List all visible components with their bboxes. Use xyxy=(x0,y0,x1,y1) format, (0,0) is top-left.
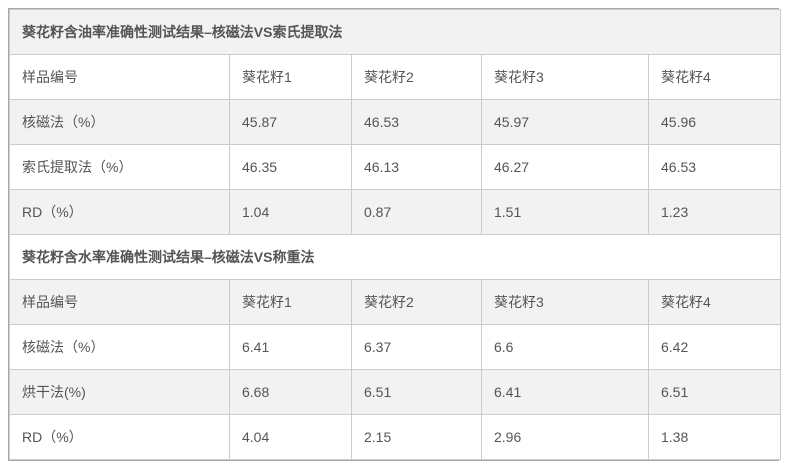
table-cell: 45.87 xyxy=(229,99,352,145)
row-label-oven-drying: 烘干法(%) xyxy=(9,369,230,415)
table-cell: 46.13 xyxy=(351,144,482,190)
table-cell: 2.96 xyxy=(481,414,649,460)
row-label-nmr: 核磁法（%） xyxy=(9,99,230,145)
table-row: 核磁法（%） 45.87 46.53 45.97 45.96 xyxy=(9,99,781,145)
row-label-rd: RD（%） xyxy=(9,189,230,235)
table-row: 葵花籽含油率准确性测试结果–核磁法VS索氏提取法 xyxy=(9,9,781,55)
results-table-frame: 葵花籽含油率准确性测试结果–核磁法VS索氏提取法 样品编号 葵花籽1 葵花籽2 … xyxy=(8,8,781,461)
table-cell: 6.68 xyxy=(229,369,352,415)
row-label-rd: RD（%） xyxy=(9,414,230,460)
table-cell: 6.41 xyxy=(229,324,352,370)
table-row: 葵花籽含水率准确性测试结果–核磁法VS称重法 xyxy=(9,234,781,280)
table-cell: 6.51 xyxy=(351,369,482,415)
table-cell: 6.51 xyxy=(648,369,781,415)
column-header-sample-id: 样品编号 xyxy=(9,279,230,325)
column-header-sample-id: 样品编号 xyxy=(9,54,230,100)
table-row: RD（%） 1.04 0.87 1.51 1.23 xyxy=(9,189,781,235)
table-cell: 6.42 xyxy=(648,324,781,370)
table-cell: 46.53 xyxy=(648,144,781,190)
column-header-sample-2: 葵花籽2 xyxy=(351,54,482,100)
table-cell: 6.37 xyxy=(351,324,482,370)
column-header-sample-3: 葵花籽3 xyxy=(481,279,649,325)
row-label-nmr: 核磁法（%） xyxy=(9,324,230,370)
table-cell: 1.23 xyxy=(648,189,781,235)
table-row: 样品编号 葵花籽1 葵花籽2 葵花籽3 葵花籽4 xyxy=(9,54,781,100)
column-header-sample-4: 葵花籽4 xyxy=(648,54,781,100)
table-cell: 6.41 xyxy=(481,369,649,415)
column-header-sample-1: 葵花籽1 xyxy=(229,54,352,100)
results-table: 葵花籽含油率准确性测试结果–核磁法VS索氏提取法 样品编号 葵花籽1 葵花籽2 … xyxy=(9,9,781,460)
table-row: 核磁法（%） 6.41 6.37 6.6 6.42 xyxy=(9,324,781,370)
table-cell: 46.53 xyxy=(351,99,482,145)
column-header-sample-1: 葵花籽1 xyxy=(229,279,352,325)
table-cell: 2.15 xyxy=(351,414,482,460)
oil-table-title: 葵花籽含油率准确性测试结果–核磁法VS索氏提取法 xyxy=(9,9,781,55)
table-cell: 1.04 xyxy=(229,189,352,235)
column-header-sample-2: 葵花籽2 xyxy=(351,279,482,325)
table-row: 样品编号 葵花籽1 葵花籽2 葵花籽3 葵花籽4 xyxy=(9,279,781,325)
table-cell: 45.96 xyxy=(648,99,781,145)
table-cell: 1.38 xyxy=(648,414,781,460)
table-cell: 46.27 xyxy=(481,144,649,190)
column-header-sample-4: 葵花籽4 xyxy=(648,279,781,325)
row-label-soxhlet: 索氏提取法（%） xyxy=(9,144,230,190)
water-table-title: 葵花籽含水率准确性测试结果–核磁法VS称重法 xyxy=(9,234,781,280)
table-row: 索氏提取法（%） 46.35 46.13 46.27 46.53 xyxy=(9,144,781,190)
table-cell: 4.04 xyxy=(229,414,352,460)
column-header-sample-3: 葵花籽3 xyxy=(481,54,649,100)
table-cell: 0.87 xyxy=(351,189,482,235)
table-cell: 46.35 xyxy=(229,144,352,190)
table-cell: 1.51 xyxy=(481,189,649,235)
table-cell: 45.97 xyxy=(481,99,649,145)
table-cell: 6.6 xyxy=(481,324,649,370)
table-row: 烘干法(%) 6.68 6.51 6.41 6.51 xyxy=(9,369,781,415)
table-row: RD（%） 4.04 2.15 2.96 1.38 xyxy=(9,414,781,460)
